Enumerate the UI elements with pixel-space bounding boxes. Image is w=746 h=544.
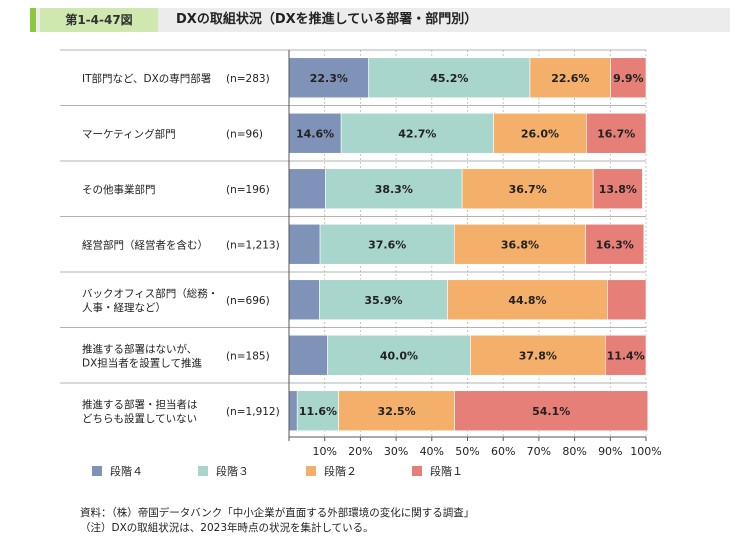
data-label: 16.7% — [597, 127, 635, 140]
data-label: 16.3% — [596, 238, 634, 251]
bar-segment — [296, 390, 339, 432]
category-label: DX担当者を設置して推進 — [82, 356, 202, 369]
category-label: 経営部門（経営者を含む） — [82, 238, 208, 251]
bar-segment — [586, 112, 647, 154]
bar-segment — [327, 334, 471, 376]
x-tick-label: 20% — [348, 445, 372, 458]
bar-segment — [585, 223, 645, 265]
x-tick-label: 80% — [562, 445, 586, 458]
legend-swatch — [306, 466, 316, 476]
category-label: 推進する部署はないが、 — [82, 342, 197, 355]
sample-size-label: (n=185) — [226, 350, 270, 362]
legend-swatch — [412, 466, 422, 476]
x-tick-label: 70% — [527, 445, 551, 458]
bar-segment — [288, 168, 326, 210]
x-tick-label: 100% — [630, 445, 661, 458]
legend-label: 段階２ — [324, 464, 357, 478]
x-tick-label: 40% — [420, 445, 444, 458]
data-label: 14.6% — [296, 127, 334, 140]
x-tick-label: 50% — [455, 445, 479, 458]
sample-size-label: (n=1,912) — [226, 406, 280, 418]
bar-segment — [288, 334, 328, 376]
bar-segment — [288, 223, 321, 265]
bar-segment — [453, 223, 586, 265]
bar-segment — [325, 168, 463, 210]
bar-segment — [454, 390, 649, 432]
data-label: 22.6% — [551, 72, 589, 85]
sample-size-label: (n=696) — [226, 295, 270, 307]
sample-size-label: (n=196) — [226, 184, 270, 196]
category-label: 人事・経理など） — [82, 301, 166, 314]
bar-segment — [592, 168, 643, 210]
sample-size-label: (n=96) — [226, 128, 263, 140]
data-label: 36.7% — [509, 183, 547, 196]
bar-segment — [605, 334, 647, 376]
x-tick-label: 90% — [598, 445, 622, 458]
bar-segment — [447, 279, 608, 321]
data-label: 37.6% — [368, 238, 406, 251]
data-label: 54.1% — [532, 405, 570, 418]
category-label: 推進する部署・担当者は — [82, 398, 198, 411]
bar-segment — [288, 112, 342, 154]
data-label: 42.7% — [398, 127, 436, 140]
category-label: どちらも設置していない — [82, 412, 197, 425]
figure-title: DXの取組状況（DXを推進している部署・部門別） — [176, 12, 478, 27]
data-label: 11.4% — [607, 349, 645, 362]
figure-footer: 資料：（株）帝国データバンク「中小企業が直面する外部環境の変化に関する調査」 （… — [80, 506, 474, 536]
x-tick-label: 10% — [312, 445, 336, 458]
bar-segment — [493, 112, 587, 154]
data-label: 9.9% — [613, 72, 644, 85]
bar-segment — [607, 279, 647, 321]
bar-segment — [338, 390, 455, 432]
legend-label: 段階１ — [430, 464, 463, 478]
bar-segment — [288, 57, 369, 99]
data-label: 11.6% — [299, 405, 337, 418]
legend-label: 段階４ — [110, 464, 143, 478]
data-label: 44.8% — [508, 294, 546, 307]
header-accent-bar — [30, 8, 36, 32]
legend-swatch — [92, 466, 102, 476]
data-label: 32.5% — [378, 405, 416, 418]
data-label: 35.9% — [364, 294, 402, 307]
data-label: 40.0% — [380, 349, 418, 362]
category-label: バックオフィス部門（総務・ — [82, 287, 218, 300]
sample-size-label: (n=283) — [226, 73, 270, 85]
data-label: 13.8% — [599, 183, 637, 196]
bar-segment — [368, 57, 531, 99]
sample-size-label: (n=1,213) — [226, 239, 280, 251]
data-label: 37.8% — [519, 349, 557, 362]
figure-number: 第1-4-47図 — [40, 8, 158, 32]
annotation-note: （注）DXの取組状況は、2023年時点の状況を集計している。 — [80, 522, 374, 534]
bar-segment — [529, 57, 611, 99]
data-label: 45.2% — [430, 72, 468, 85]
category-label: マーケティング部門 — [82, 127, 176, 140]
bar-segment — [288, 390, 298, 432]
legend-label: 段階３ — [216, 464, 249, 478]
legend-swatch — [198, 466, 208, 476]
data-label: 22.3% — [310, 72, 348, 85]
bar-segment — [610, 57, 647, 99]
data-label: 26.0% — [521, 127, 559, 140]
bar-segment — [461, 168, 594, 210]
x-tick-label: 30% — [384, 445, 408, 458]
data-label: 38.3% — [375, 183, 413, 196]
category-label: IT部門など、DXの専門部署 — [82, 72, 211, 85]
category-label: その他事業部門 — [82, 183, 156, 196]
bar-segment — [288, 279, 320, 321]
x-tick-label: 60% — [491, 445, 515, 458]
bar-segment — [340, 112, 494, 154]
figure-header: 第1-4-47図 DXの取組状況（DXを推進している部署・部門別） — [30, 8, 730, 32]
data-label: 36.8% — [501, 238, 539, 251]
source-note: 資料：（株）帝国データバンク「中小企業が直面する外部環境の変化に関する調査」 — [80, 507, 475, 519]
